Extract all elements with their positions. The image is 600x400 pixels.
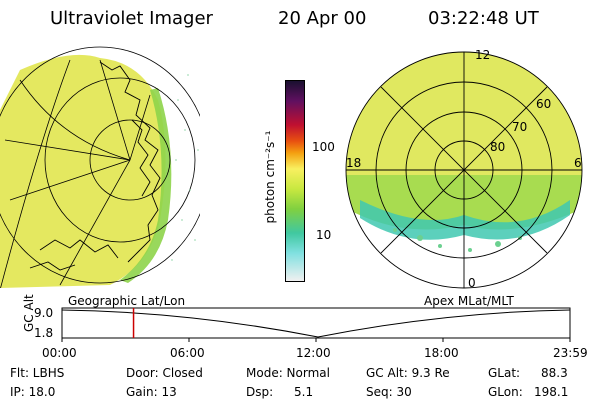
gain-info: Gain: 13 bbox=[126, 385, 177, 399]
mlt-label-6: 6 bbox=[574, 156, 582, 170]
mode-info: Mode: Normal bbox=[246, 366, 330, 380]
glon-label: GLon: bbox=[488, 385, 523, 399]
colorbar-tick-10: 10 bbox=[316, 228, 332, 242]
altitude-xtick-1200: 12:00 bbox=[296, 346, 331, 360]
dsp-label: Dsp: bbox=[246, 385, 274, 399]
door-info: Door: Closed bbox=[126, 366, 203, 380]
dsp-value: 5.1 bbox=[294, 385, 314, 399]
altitude-xtick-2359: 23:59 bbox=[553, 346, 588, 360]
time-label: 03:22:48 UT bbox=[428, 8, 539, 29]
color-scale-bar bbox=[285, 80, 305, 282]
mlt-label-0: 0 bbox=[468, 276, 476, 290]
gc-alt-info: GC Alt: 9.3 Re bbox=[366, 366, 450, 380]
mlat-label-60: 60 bbox=[536, 97, 552, 111]
date-label: 20 Apr 00 bbox=[278, 8, 367, 29]
glat-value: 88.3 bbox=[541, 366, 568, 380]
altitude-ytick-bottom: 1.8 bbox=[34, 326, 54, 340]
seq-info: Seq: 30 bbox=[366, 385, 412, 399]
left-panel-label: Geographic Lat/Lon bbox=[68, 294, 186, 308]
globe-emission-region bbox=[0, 54, 166, 288]
right-panel-label: Apex MLat/MLT bbox=[424, 294, 514, 308]
mlt-label-18: 18 bbox=[346, 156, 362, 170]
altitude-xtick-1800: 18:00 bbox=[424, 346, 459, 360]
instrument-title: Ultraviolet Imager bbox=[50, 8, 213, 29]
mlat-label-70: 70 bbox=[512, 120, 528, 134]
altitude-ytick-top: 9.0 bbox=[34, 306, 54, 320]
mlt-label-12: 12 bbox=[475, 48, 491, 62]
ip-info: IP: 18.0 bbox=[10, 385, 56, 399]
glat-label: GLat: bbox=[488, 366, 521, 380]
altitude-xtick-0600: 06:00 bbox=[170, 346, 205, 360]
colorbar-tick-100: 100 bbox=[312, 140, 335, 154]
mlat-label-80: 80 bbox=[490, 140, 506, 154]
filter-info: Flt: LBHS bbox=[10, 366, 65, 380]
glon-value: 198.1 bbox=[534, 385, 569, 399]
altitude-xtick-0000: 00:00 bbox=[42, 346, 77, 360]
